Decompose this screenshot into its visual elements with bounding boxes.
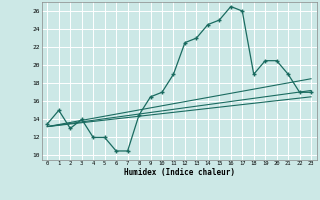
- X-axis label: Humidex (Indice chaleur): Humidex (Indice chaleur): [124, 168, 235, 177]
